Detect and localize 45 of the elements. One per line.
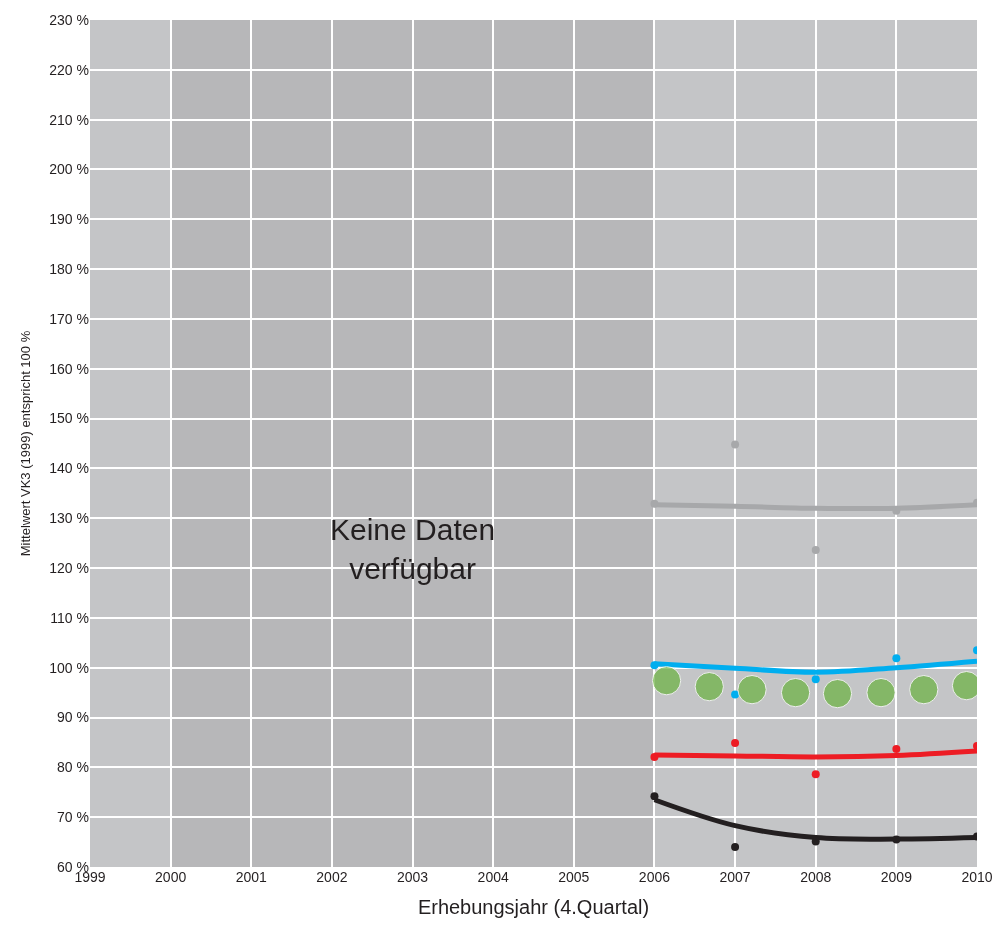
point — [650, 661, 659, 670]
x-tick-label: 2005 — [558, 869, 590, 885]
point — [811, 546, 820, 555]
x-tick-label: 2001 — [235, 869, 268, 885]
point — [892, 744, 901, 753]
y-tick-label: 150 % — [49, 410, 89, 427]
x-tick-label: 2008 — [800, 869, 832, 885]
point — [731, 738, 740, 747]
x-tick-label: 2003 — [396, 869, 429, 885]
y-tick-label: 140 % — [49, 460, 89, 477]
y-axis-title: Mittelwert VK3 (1999) entspricht 100 % — [18, 330, 34, 557]
x-tick-label: 2009 — [880, 869, 913, 885]
point — [892, 835, 901, 844]
y-tick-label: 180 % — [49, 261, 89, 278]
x-tick-label: 2002 — [316, 869, 348, 885]
point — [731, 690, 740, 699]
y-tick-label: 210 % — [49, 111, 89, 128]
x-axis-title: Erhebungsjahr (4.Quartal) — [417, 895, 650, 918]
point — [650, 792, 659, 801]
y-tick-label: 70 % — [57, 809, 89, 826]
point — [731, 440, 740, 449]
x-tick-label: 2010 — [961, 869, 993, 885]
y-tick-label: 170 % — [49, 310, 89, 327]
y-tick-label: 110 % — [50, 609, 89, 626]
point — [811, 675, 820, 684]
y-tick-label: 100 % — [49, 659, 89, 676]
x-tick-label: 2004 — [477, 869, 509, 885]
point — [650, 499, 659, 508]
y-tick-label: 220 % — [49, 61, 89, 78]
x-tick-label: 2007 — [719, 869, 751, 885]
y-tick-label: 90 % — [57, 709, 89, 726]
point — [811, 770, 820, 779]
y-tick-label: 190 % — [49, 211, 89, 228]
y-tick-label: 230 % — [49, 11, 89, 28]
x-tick-label: 2006 — [638, 869, 671, 885]
y-tick-label: 160 % — [49, 360, 89, 377]
y-tick-label: 130 % — [49, 510, 89, 527]
y-tick-label: 200 % — [49, 161, 89, 178]
y-tick-label: 120 % — [49, 559, 89, 576]
x-tick-label: 2000 — [155, 869, 187, 885]
point — [731, 843, 740, 852]
point — [650, 752, 659, 761]
y-tick-label: 80 % — [57, 759, 89, 776]
band-label: Keine Daten verfügbar — [330, 513, 496, 585]
point — [892, 654, 901, 663]
